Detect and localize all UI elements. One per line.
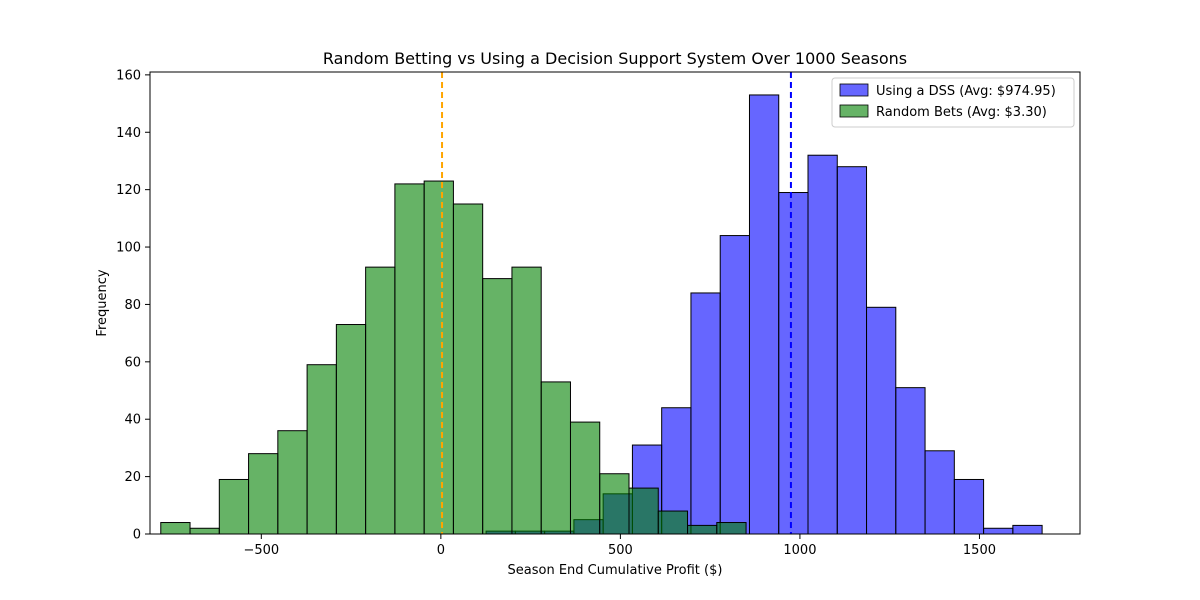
legend: Using a DSS (Avg: $974.95) Random Bets (…	[831, 77, 1075, 128]
bar-dss-15	[924, 450, 955, 535]
x-axis-ticks: −500 0 500 1000 1500	[243, 534, 996, 558]
legend-swatch-dss	[839, 83, 869, 97]
bar-random-1	[189, 527, 220, 535]
bar-dss-16	[953, 478, 985, 535]
x-tick-label: 1500	[963, 543, 996, 558]
bar-random-10	[452, 203, 484, 535]
bar-random-19	[716, 522, 747, 535]
bars-layer	[160, 94, 1043, 535]
bar-random-15	[599, 473, 630, 535]
bar-random-5	[306, 364, 337, 535]
y-axis-label: Frequency	[95, 269, 110, 336]
x-tick-label: 0	[437, 543, 445, 558]
bar-random-2	[218, 478, 250, 535]
legend-frame	[831, 77, 1075, 128]
bar-random-7	[365, 266, 396, 535]
bar-random-4	[277, 430, 308, 535]
legend-label-random: Random Bets (Avg: $3.30)	[876, 105, 1047, 120]
bar-dss-12	[836, 166, 868, 535]
bar-random-12	[511, 266, 542, 535]
y-tick-label: 0	[133, 528, 141, 543]
bar-random-11	[482, 278, 513, 535]
x-tick-label: 500	[608, 543, 633, 558]
y-tick-label: 100	[116, 241, 141, 256]
x-tick-label: 1000	[783, 543, 816, 558]
y-tick-label: 20	[124, 470, 141, 485]
bar-dss-14	[895, 387, 926, 535]
x-tick-label: −500	[243, 543, 279, 558]
bar-random-8	[394, 183, 425, 535]
bar-dss-17	[983, 527, 1014, 535]
y-tick-label: 60	[124, 355, 141, 370]
bar-random-13	[540, 381, 571, 535]
bar-dss-8	[719, 235, 750, 535]
legend-swatch-random	[839, 104, 869, 118]
bar-random-16	[628, 487, 659, 535]
bar-dss-10	[778, 192, 809, 535]
legend-label-dss: Using a DSS (Avg: $974.95)	[876, 84, 1056, 99]
y-axis-ticks: 0 20 40 60 80 100 120 140 160	[116, 68, 150, 543]
chart-title: Random Betting vs Using a Decision Suppo…	[323, 49, 907, 68]
y-tick-label: 140	[116, 126, 141, 141]
bar-random-17	[657, 510, 689, 535]
y-tick-label: 120	[116, 183, 141, 198]
y-tick-label: 160	[116, 68, 141, 83]
bar-random-3	[248, 453, 279, 535]
bar-random-0	[160, 522, 191, 535]
bar-dss-18	[1012, 524, 1043, 535]
bar-random-14	[569, 421, 601, 535]
bar-random-9	[423, 180, 454, 535]
bar-dss-13	[866, 306, 897, 535]
y-tick-label: 80	[124, 298, 141, 313]
x-axis-label: Season End Cumulative Profit ($)	[508, 563, 723, 578]
y-tick-label: 40	[124, 413, 141, 428]
plot-frame	[149, 71, 1081, 535]
bar-dss-7	[690, 292, 721, 535]
bar-random-6	[335, 324, 367, 535]
mean-lines-layer	[441, 72, 792, 534]
bar-random-18	[687, 524, 718, 535]
bar-dss-9	[748, 94, 780, 535]
bar-dss-11	[807, 154, 838, 535]
